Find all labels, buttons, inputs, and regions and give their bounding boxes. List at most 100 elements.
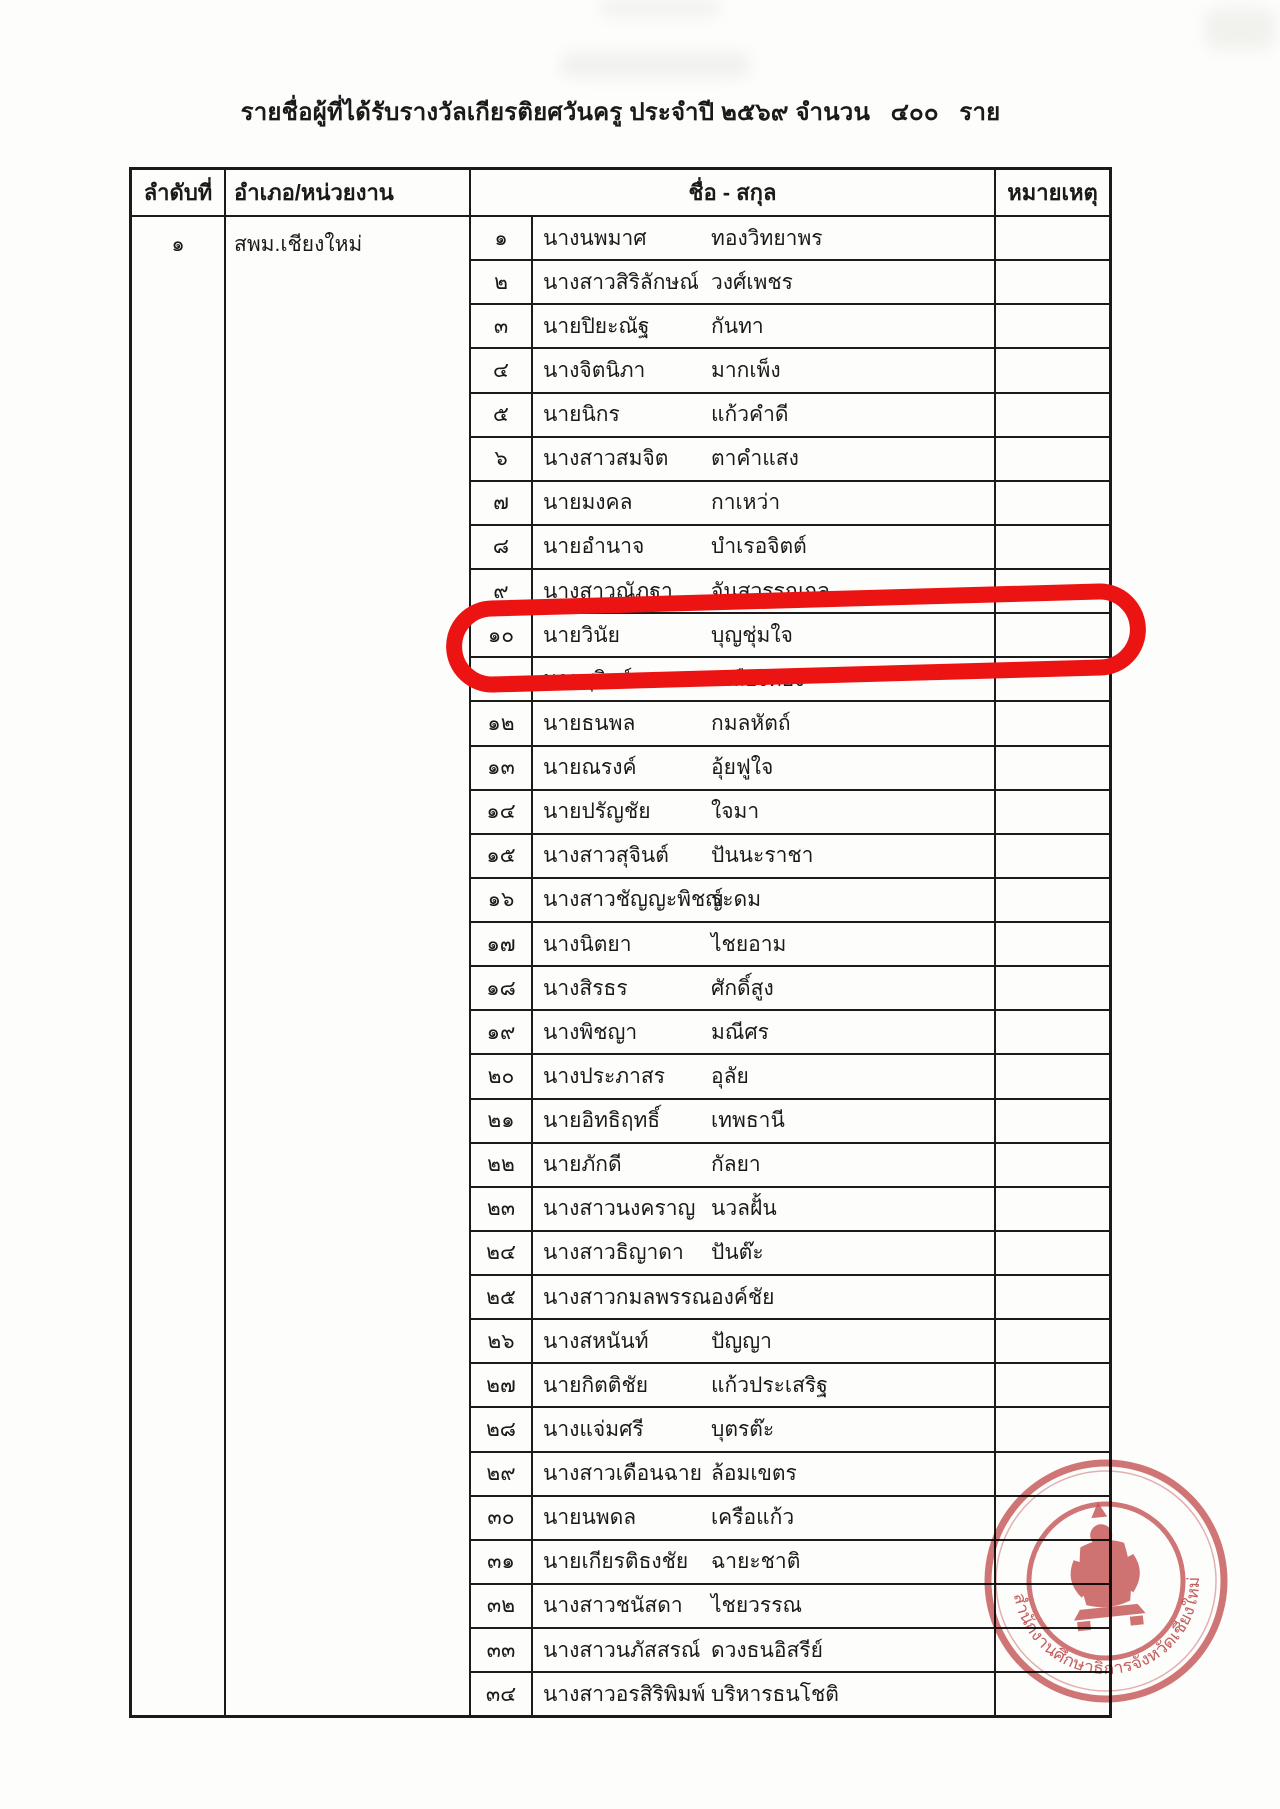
table-row: ๒๗ นายกิตติชัย แก้วประเสริฐ [471,1364,994,1409]
group-index-cell: ๑ [132,217,226,1715]
row-first-name: นายปรัญชัย [543,800,651,824]
row-last-name: บุญชุ่มใจ [711,623,793,647]
table-row: ๘ นายอำนาจ บำเรอจิตต์ [471,525,994,570]
row-first-name: นายมงคล [543,491,633,515]
remark-cell [996,658,1109,703]
remark-cell [996,570,1109,615]
row-last-name: ใจมา [711,800,760,824]
remark-cell [996,217,1109,262]
row-number: ๒๗ [471,1364,533,1407]
group-index: ๑ [171,233,185,256]
row-number: ๑๒ [471,702,533,745]
row-name-cell: นางสหนันท์ ปัญญา [533,1320,994,1362]
row-number: ๕ [471,393,533,436]
remark-cell [996,702,1109,747]
row-last-name: มากเพ็ง [711,358,781,382]
row-number: ๒ [471,261,533,304]
awards-table: ลำดับที่ อำเภอ/หน่วยงาน ชื่อ - สกุล หมาย… [129,167,1112,1718]
col-header-index: ลำดับที่ [132,170,226,215]
row-name-cell: นายธนพล กมลหัตถ์ [533,702,994,744]
row-last-name: แก้วคำดี [711,403,789,427]
table-row: ๒ นางสาวสิริลักษณ์ วงศ์เพชร [471,261,994,306]
remark-cell [996,305,1109,350]
remark-cell [996,614,1109,659]
row-last-name: แก้วประเสริฐ [711,1373,828,1397]
row-first-name: นางสาวนภัสสรณ์ [543,1638,701,1662]
remark-cell [996,1629,1109,1674]
row-last-name: ดวงธนอิสรีย์ [711,1638,823,1662]
row-number: ๗ [471,481,533,524]
stamp-mid-ring [995,1470,1217,1692]
remark-cell [996,526,1109,570]
remark-cell [996,482,1109,526]
row-name-cell: นายปิยะณัฐ กันทา [533,305,994,347]
remark-cell [996,1188,1109,1232]
table-row: ๒๕ นางสาวกมลพรรณ องค์ชัย [471,1276,994,1321]
row-name-cell: นางแจ่มศรี บุตรต๊ะ [533,1408,994,1450]
table-row: ๗ นายมงคล กาเหว่า [471,481,994,526]
table-row: ๑๓ นายณรงค์ อุ้ยฟูใจ [471,746,994,791]
table-row: ๕ นายนิกร แก้วคำดี [471,393,994,438]
row-first-name: นายอำนาจ [543,535,645,559]
remark-cell [996,1497,1109,1541]
row-last-name: องค์ชัย [711,1285,775,1309]
row-last-name: บำเรอจิตต์ [711,535,807,559]
row-name-cell: นางสาวชนัสดา ไชยวรรณ [533,1585,994,1627]
row-number: ๒๕ [471,1276,533,1319]
row-name-cell: นางสาวนงคราญ นวลฝั้น [533,1188,994,1230]
row-last-name: เหลืองทอง [711,667,805,691]
remark-cell [996,879,1109,923]
row-number: ๓๔ [471,1673,533,1716]
row-name-cell: นางสาวชัญญะพิชญ์ ระดม [533,879,994,921]
row-name-cell: นายอิทธิฤทธิ์ เทพธานี [533,1100,994,1142]
row-number: ๑๖ [471,878,533,921]
remark-cell [996,1011,1109,1056]
table-row: ๔ นางจิตนิภา มากเพ็ง [471,349,994,394]
group-unit: สพม.เชียงใหม่ [234,233,363,256]
row-first-name: นางสาวสิริลักษณ์ [543,270,699,294]
row-name-cell: นายภักดี กัลยา [533,1144,994,1186]
row-name-cell: นางสาวกมลพรรณ องค์ชัย [533,1276,994,1318]
row-number: ๑๕ [471,834,533,877]
row-number: ๒๑ [471,1099,533,1142]
table-row: ๑๑ นายสุวิทย์ เหลืองทอง [471,658,994,703]
remark-cell [996,1408,1109,1453]
row-number: ๑๑ [471,658,533,701]
row-first-name: นางแจ่มศรี [543,1417,644,1441]
row-name-cell: นางสาวเดือนฉาย ล้อมเขตร [533,1453,994,1495]
row-last-name: ทองวิทยาพร [711,226,823,250]
row-name-cell: นายนิกร แก้วคำดี [533,394,994,436]
table-row: ๓๒ นางสาวชนัสดา ไชยวรรณ [471,1584,994,1629]
name-column: ๑ นางนพมาศ ทองวิทยาพร ๒ นางสาวสิริลักษณ์… [471,217,996,1716]
row-number: ๑๐ [471,614,533,657]
row-last-name: จันสวรรณกุล [711,579,830,603]
row-last-name: ปัญญา [711,1329,772,1353]
table-row: ๓๑ นายเกียรติธงชัย ฉายะชาติ [471,1540,994,1585]
scan-smudge [1205,8,1275,50]
row-first-name: นายภักดี [543,1153,622,1177]
stamp-outer-ring [984,1459,1228,1703]
row-name-cell: นางนพมาศ ทองวิทยาพร [533,217,994,259]
row-last-name: มณีศร [711,1020,769,1044]
row-first-name: นางสาวสุจินต์ [543,844,669,868]
row-name-cell: นางประภาสร อุลัย [533,1055,994,1097]
row-last-name: อุลัย [711,1064,749,1088]
remark-cell [996,1144,1109,1188]
row-last-name: ศักดิ์สูง [711,976,774,1000]
row-last-name: ไชยวรรณ [711,1594,802,1618]
row-name-cell: นางสาวณัฏฐา จันสวรรณกุล [533,570,994,612]
row-first-name: นางสาวเดือนฉาย [543,1462,702,1486]
table-row: ๒๒ นายภักดี กัลยา [471,1143,994,1188]
row-name-cell: นางจิตนิภา มากเพ็ง [533,349,994,391]
row-first-name: นายนิกร [543,403,620,427]
row-first-name: นายกิตติชัย [543,1373,648,1397]
table-row: ๑๕ นางสาวสุจินต์ ปันนะราชา [471,834,994,879]
row-number: ๒๔ [471,1231,533,1274]
row-first-name: นางพิชญา [543,1020,638,1044]
row-last-name: ปันต๊ะ [711,1241,764,1265]
row-name-cell: นางสาวสุจินต์ ปันนะราชา [533,835,994,877]
row-last-name: ปันนะราชา [711,844,814,868]
row-first-name: นางสาวชัญญะพิชญ์ [543,888,724,912]
row-name-cell: นายเกียรติธงชัย ฉายะชาติ [533,1541,994,1583]
